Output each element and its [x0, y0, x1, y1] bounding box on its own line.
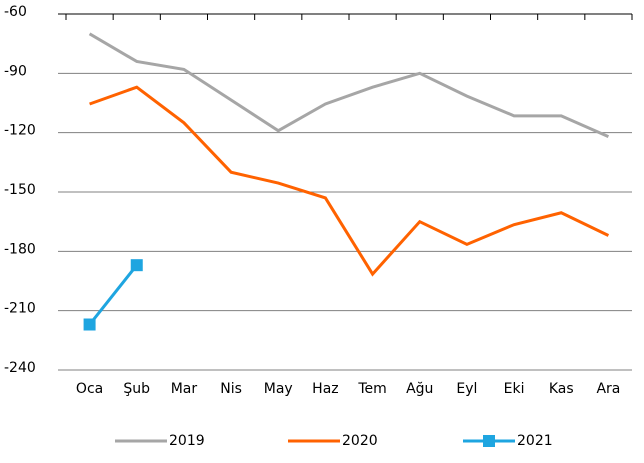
x-tick-label: Mar	[171, 381, 198, 397]
x-tick-label: Ağu	[406, 381, 433, 397]
legend-label: 2019	[169, 433, 205, 449]
x-tick-label: Oca	[76, 381, 103, 397]
x-tick-label: May	[264, 381, 293, 397]
point-marker	[130, 259, 143, 272]
legend-label: 2021	[517, 433, 553, 449]
legend-marker	[483, 435, 495, 447]
y-tick-label: -210	[4, 301, 36, 317]
x-tick-label: Şub	[123, 381, 150, 397]
series-line	[88, 32, 610, 138]
x-tick-label: Eyl	[456, 381, 477, 397]
point-marker	[83, 318, 96, 331]
x-tick-label: Eki	[504, 381, 525, 397]
x-tick-label: Haz	[312, 381, 338, 397]
y-tick-label: -180	[4, 241, 36, 257]
y-tick-label: -90	[4, 63, 27, 79]
series-line	[89, 85, 610, 277]
y-tick-label: -120	[4, 123, 36, 139]
series-line	[88, 264, 138, 326]
x-tick-label: Kas	[549, 381, 574, 397]
x-tick-label: Nis	[220, 381, 242, 397]
x-tick-label: Tem	[357, 381, 386, 397]
y-tick-label: -150	[4, 182, 36, 198]
legend-label: 2020	[342, 433, 378, 449]
y-tick-label: -60	[4, 4, 27, 20]
y-tick-label: -240	[4, 360, 36, 376]
x-tick-label: Ara	[596, 381, 620, 397]
